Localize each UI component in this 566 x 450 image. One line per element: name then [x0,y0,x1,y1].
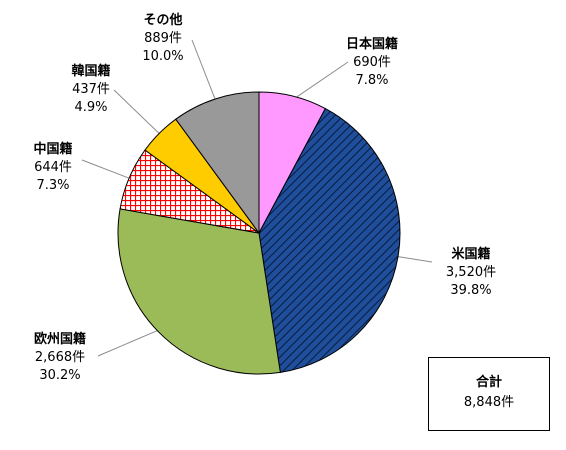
slice-label-value: 2,668件 [34,350,86,365]
slice-label-china: 中国籍 644件 7.3% [20,141,86,195]
slice-other [175,91,260,235]
total-box: 合計 8,848件 [428,357,550,431]
leader-line [97,328,162,357]
slice-label-percent: 10.0% [142,49,184,64]
slice-label-value: 437件 [72,82,110,97]
slice-label-other: その他 889件 10.0% [130,12,196,66]
slice-label-japan: 日本国籍 690件 7.8% [334,36,410,90]
slice-usa [258,107,401,373]
slice-label-name: その他 [143,13,183,28]
leader-line [81,159,133,181]
slice-europe [117,208,281,375]
slice-label-percent: 7.8% [355,73,389,88]
slice-label-value: 644件 [34,160,72,175]
slice-label-korea: 韓国籍 437件 4.9% [58,63,124,117]
slice-label-name: 日本国籍 [345,37,398,52]
slice-label-percent: 7.3% [36,178,70,193]
pie-slices [117,91,401,375]
slice-label-name: 欧州国籍 [33,332,86,347]
slice-label-name: 米国籍 [451,247,491,262]
total-value: 8,848件 [463,395,515,410]
slice-label-percent: 30.2% [39,368,81,383]
slice-label-value: 690件 [353,55,391,70]
leader-line [291,61,349,101]
slice-label-europe: 欧州国籍 2,668件 30.2% [20,331,100,385]
leader-line [191,39,217,103]
slice-label-percent: 4.9% [74,100,108,115]
leader-line [393,255,433,263]
slice-label-value: 3,520件 [445,265,497,280]
slice-label-usa: 米国籍 3,520件 39.8% [433,246,509,300]
slice-label-percent: 39.8% [450,283,492,298]
leader-lines [81,39,433,357]
slice-label-name: 韓国籍 [71,64,111,79]
total-title: 合計 [475,375,502,390]
leader-line [113,89,163,137]
slice-label-value: 889件 [144,31,182,46]
slice-label-name: 中国籍 [33,142,73,157]
